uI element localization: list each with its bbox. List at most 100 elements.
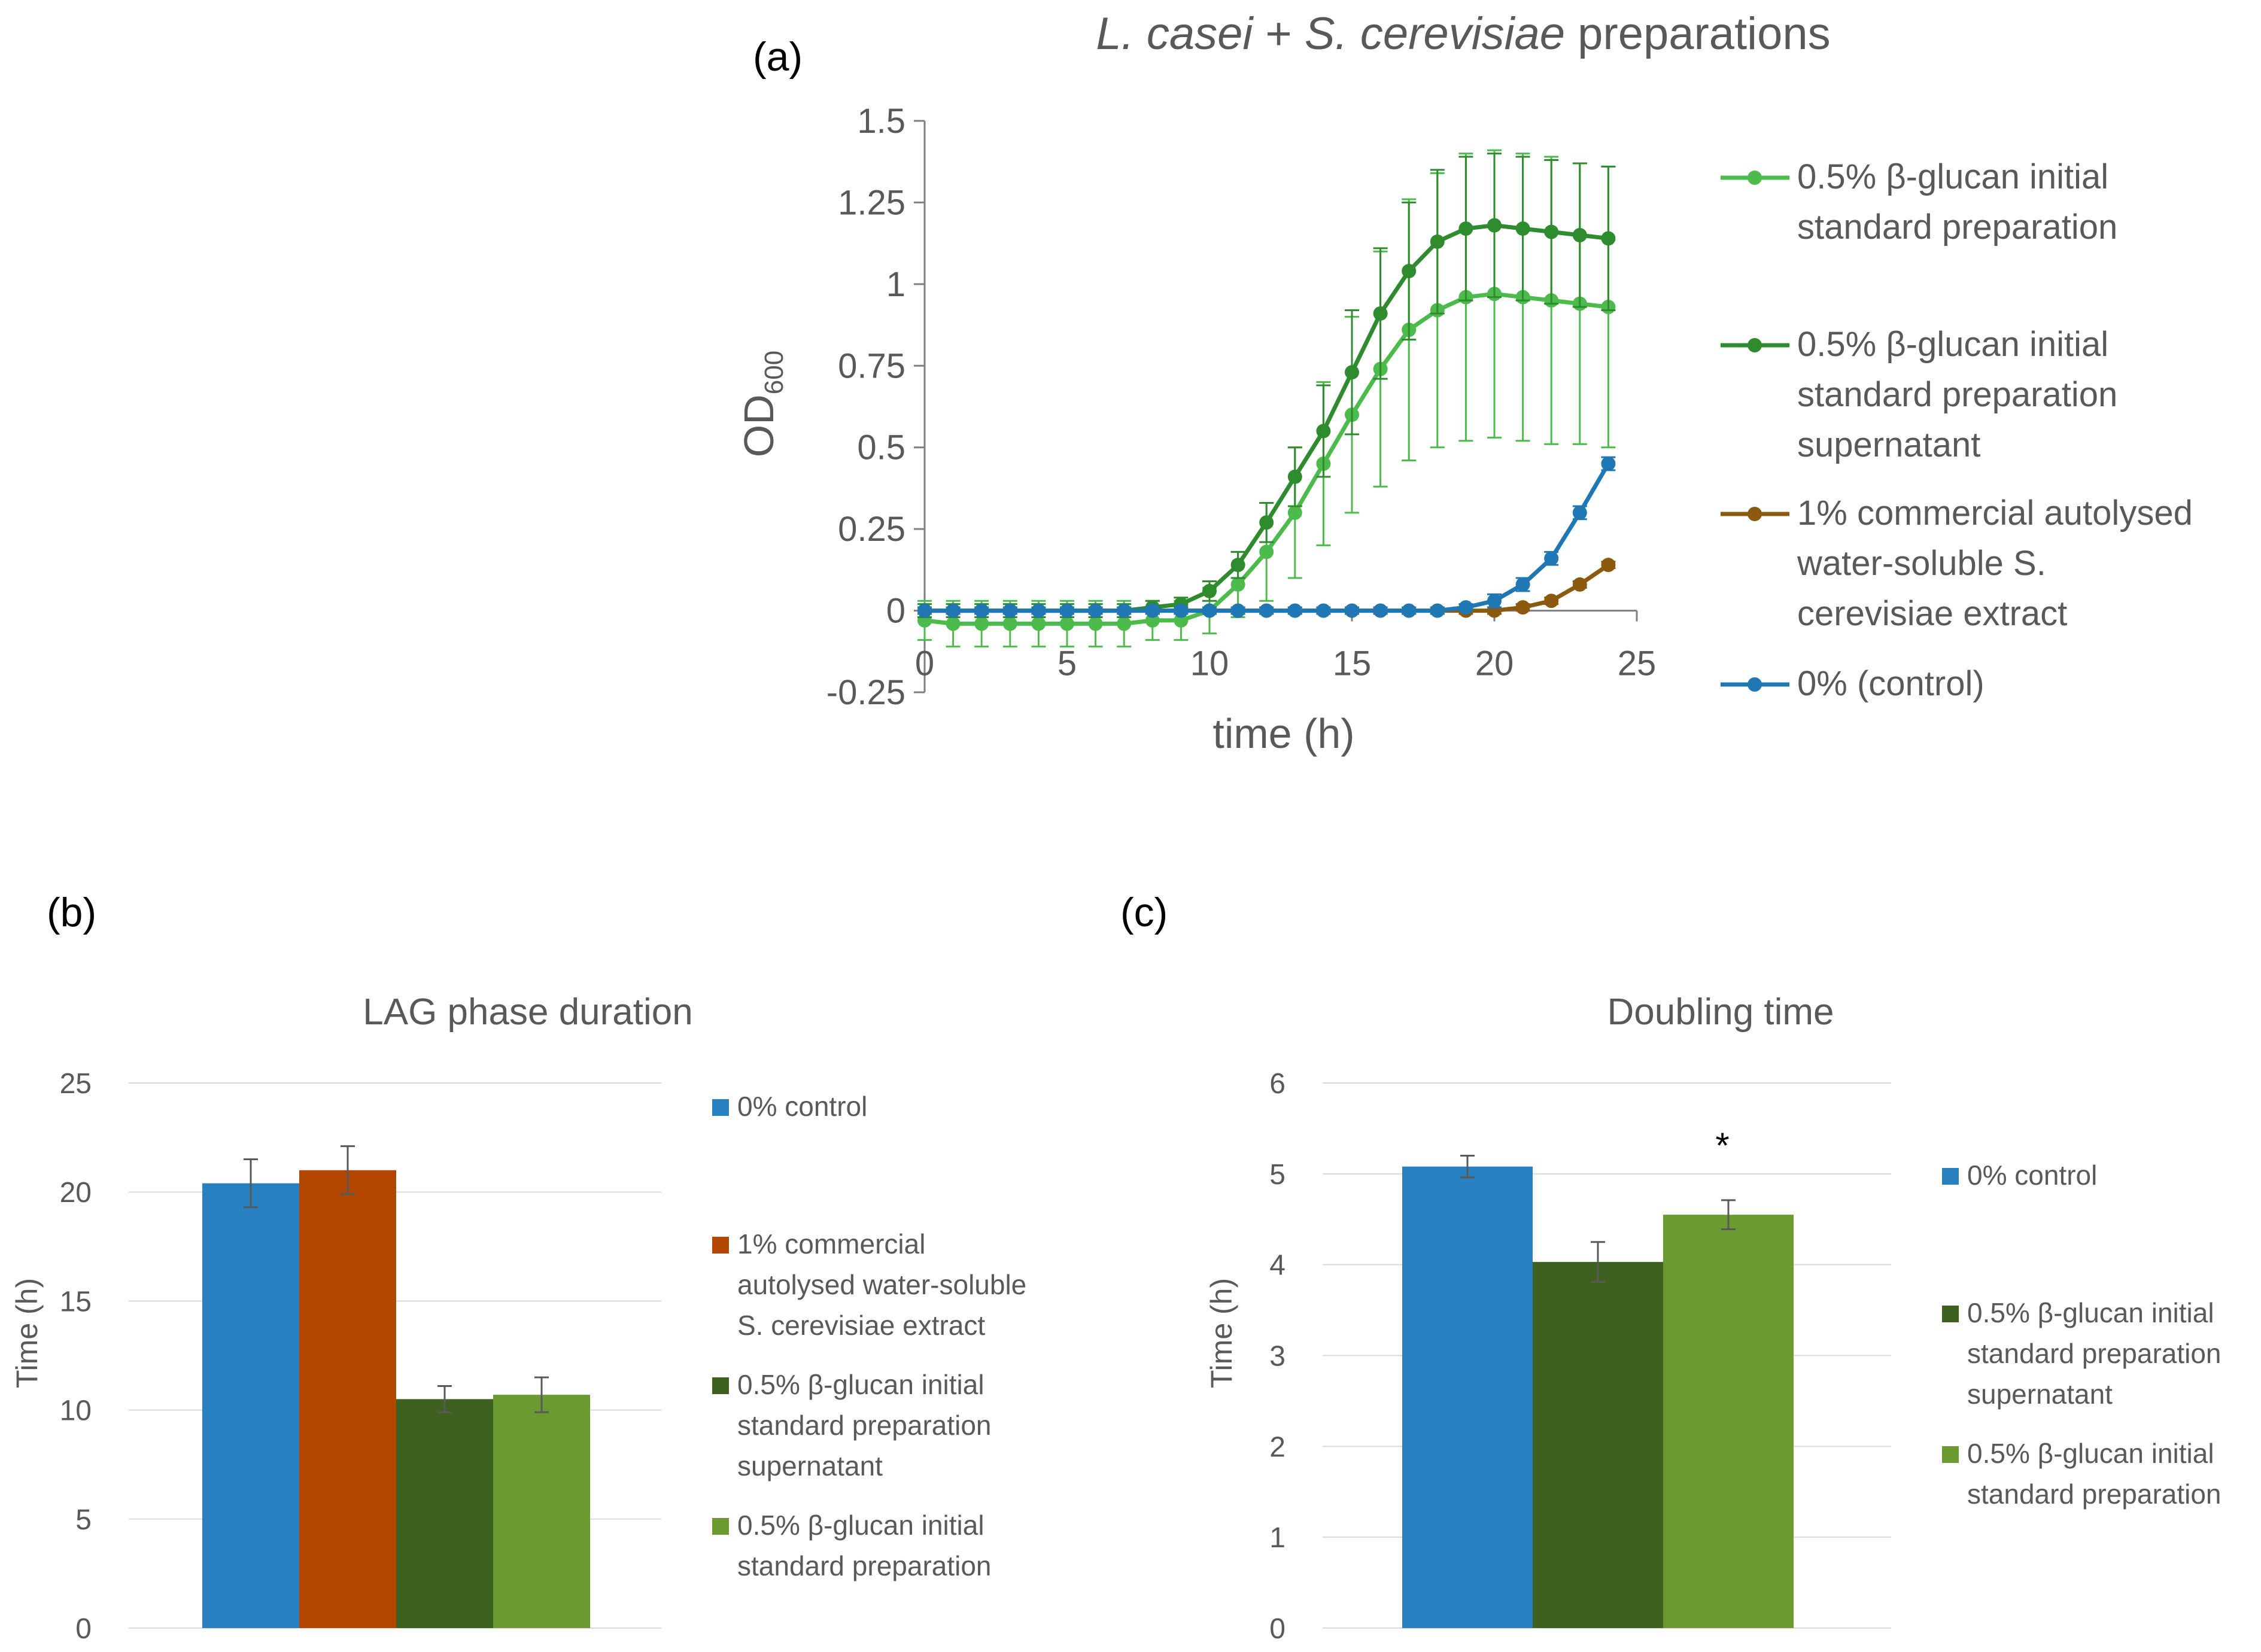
y-axis-title-main: OD: [736, 394, 782, 457]
data-point: [1259, 544, 1274, 559]
legend-marker: [1748, 338, 1762, 352]
data-point: [1230, 577, 1245, 592]
legend-label-line: standard preparation: [1797, 208, 2117, 247]
data-point: [917, 603, 932, 618]
data-point: [1031, 603, 1046, 618]
data-point: [1515, 600, 1530, 615]
bar-1: [202, 1183, 299, 1628]
bar-2: [1533, 1262, 1663, 1628]
legend-label-line: supernatant: [1797, 425, 1980, 464]
legend-label-line: 0% (control): [1797, 664, 1985, 703]
series-4: [917, 456, 1616, 618]
y-tick-label: 4: [1269, 1250, 1286, 1282]
legend-swatch: [712, 1099, 729, 1116]
significance-asterisk: *: [1715, 1125, 1729, 1166]
doubling-bar-chart-plot: 6 5 4 3 2 1 0: [1269, 1068, 1891, 1645]
data-point: [1088, 603, 1103, 618]
bar-1: [1402, 1166, 1533, 1628]
data-point: [1601, 558, 1616, 573]
doubling-chart-y-axis-title: Time (h): [1205, 1278, 1238, 1388]
line-chart-x-axis-title: time (h): [1212, 710, 1354, 757]
data-point: [1515, 221, 1530, 236]
lag-chart-y-axis-title: Time (h): [10, 1278, 44, 1388]
data-point: [1458, 600, 1473, 615]
y-tick-label: 25: [60, 1068, 92, 1100]
data-point: [1402, 264, 1417, 279]
data-point: [1601, 231, 1616, 246]
panel-label-c: (c): [1120, 890, 1168, 935]
legend-swatch: [1942, 1306, 1959, 1322]
data-point: [1002, 616, 1017, 631]
y-tick-label: 1: [886, 265, 905, 304]
legend-swatch: [712, 1518, 729, 1535]
data-point: [1601, 457, 1616, 471]
legend-label-line: supernatant: [1967, 1379, 2113, 1410]
line-chart-legend: 0.5% β-glucan initial standard preparatio…: [1721, 157, 2193, 703]
doubling-chart-legend: 0% control 0.5% β-glucan initial standard …: [1942, 1160, 2222, 1510]
x-tick-label: 15: [1333, 644, 1372, 683]
y-tick-label: 0.25: [838, 510, 905, 549]
x-tick-label: 20: [1475, 644, 1514, 683]
data-point: [1487, 218, 1502, 233]
data-point: [1117, 603, 1132, 618]
data-point: [1572, 505, 1587, 520]
legend-label-line: cerevisiae extract: [1797, 594, 2067, 633]
data-point: [974, 603, 989, 618]
data-point: [1202, 603, 1217, 618]
title-plus: +: [1253, 8, 1305, 59]
legend-label-line: 0.5% β-glucan initial: [1797, 325, 2108, 364]
legend-label-line: 0.5% β-glucan initial: [737, 1369, 984, 1400]
data-point: [1230, 603, 1245, 618]
legend-swatch: [1942, 1168, 1959, 1185]
y-tick-label: 10: [60, 1395, 92, 1427]
line-chart-plot: 1.5 1.25 1 0.75 0.5 0.25 0 -0.25 0 5 10 15 20 25: [826, 102, 1656, 712]
data-point: [1174, 603, 1189, 618]
panel-label-b: (b): [47, 890, 96, 935]
lag-chart-title: LAG phase duration: [363, 991, 693, 1033]
data-point: [1287, 505, 1302, 520]
legend-label-line: S. cerevisiae extract: [737, 1310, 985, 1341]
data-point: [1088, 616, 1103, 631]
data-point: [1060, 616, 1074, 631]
data-point: [1145, 603, 1160, 618]
data-point: [1117, 616, 1132, 631]
legend-label-line: standard preparation: [1967, 1478, 2222, 1510]
data-point: [1572, 577, 1587, 592]
x-tick-label: 25: [1618, 644, 1657, 683]
line-chart-y-axis-title: OD600: [736, 351, 789, 457]
legend-label-line: 0.5% β-glucan initial: [1967, 1297, 2214, 1328]
data-point: [1316, 603, 1331, 618]
legend-label-line: standard preparation: [737, 1410, 992, 1441]
legend-marker: [1748, 507, 1762, 521]
data-point: [1572, 228, 1587, 242]
legend-label-line: standard preparation: [737, 1550, 992, 1581]
x-tick-label: 5: [1057, 644, 1077, 683]
panel-label-a: (a): [753, 34, 803, 80]
y-tick-label: 20: [60, 1177, 92, 1209]
data-point: [946, 616, 961, 631]
legend-label-line: 1% commercial autolysed: [1797, 494, 2193, 533]
y-tick-label: 0.75: [838, 346, 905, 385]
data-point: [1060, 603, 1074, 618]
x-tick-label: 0: [915, 644, 934, 683]
y-tick-label: 6: [1269, 1068, 1286, 1100]
legend-label-line: autolysed water-soluble: [737, 1269, 1026, 1300]
legend-swatch: [712, 1237, 729, 1254]
legend-label-line: 0.5% β-glucan initial: [1797, 157, 2108, 196]
doubling-chart-title: Doubling time: [1607, 991, 1834, 1033]
lag-chart-legend: 0% control 1% commercial autolysed water-s…: [712, 1091, 1026, 1581]
bar-3: [1663, 1215, 1794, 1628]
data-point: [1402, 603, 1417, 618]
data-point: [1544, 551, 1559, 566]
y-tick-label: 3: [1269, 1341, 1286, 1373]
data-point: [1287, 469, 1302, 484]
y-tick-label: 0: [1269, 1613, 1286, 1645]
legend-marker: [1748, 677, 1762, 692]
data-point: [1430, 234, 1445, 249]
y-axis-title-subscript: 600: [759, 351, 789, 394]
lag-bar-chart-plot: 25 20 15 10 5 0: [60, 1068, 661, 1645]
y-tick-label: 0: [886, 592, 905, 631]
line-chart-title: L. casei + S. cerevisiae preparations: [1096, 8, 1830, 59]
bar-2: [299, 1170, 396, 1628]
data-point: [1345, 365, 1359, 380]
